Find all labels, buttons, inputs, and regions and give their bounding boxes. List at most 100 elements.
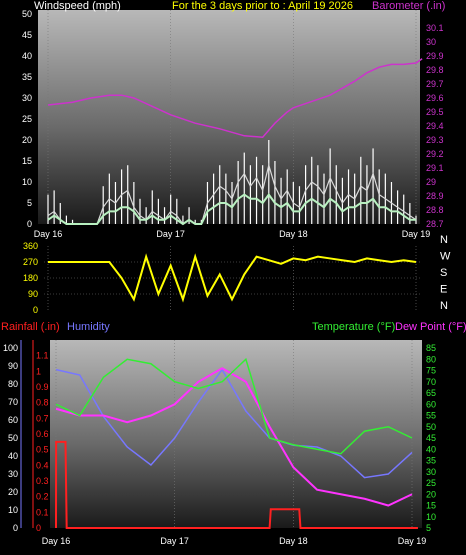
humidity-tick-labels: 0 10 20 30 40 50 60 70 80 90 100 — [3, 343, 18, 533]
wind-day-label: Day 18 — [279, 229, 308, 239]
humidity-tick-label: 100 — [3, 343, 18, 353]
humidity-tick-label: 40 — [8, 451, 18, 461]
barometer-tick-label: 28.7 — [426, 219, 444, 229]
rainfall-tick-label: 0.7 — [36, 413, 49, 423]
humidity-tick-label: 50 — [8, 433, 18, 443]
temperature-tick-label: 45 — [426, 433, 436, 443]
dewpoint-axis-label: Dew Point (°F) — [395, 321, 466, 333]
temperature-tick-label: 50 — [426, 422, 436, 432]
temperature-axis-label: Temperature (°F) — [312, 321, 395, 333]
humidity-axis-label: Humidity — [67, 321, 110, 333]
rainfall-tick-label: 0.3 — [36, 476, 49, 486]
temperature-tick-label: 10 — [426, 512, 436, 522]
windspeed-series — [47, 162, 417, 225]
barometer-tick-label: 29.4 — [426, 121, 444, 131]
windspeed-tick-label: 35 — [22, 72, 32, 82]
rainfall-tick-label: 0.4 — [36, 460, 49, 470]
temperature-tick-label: 25 — [426, 478, 436, 488]
barometer-tick-label: 30.1 — [426, 23, 444, 33]
temperature-tick-label: 15 — [426, 501, 436, 511]
temperature-tick-label: 40 — [426, 444, 436, 454]
humidity-tick-label: 20 — [8, 487, 18, 497]
barometer-tick-label: 28.8 — [426, 205, 444, 215]
barometer-tick-label: 29.5 — [426, 107, 444, 117]
rainfall-tick-label: 0.2 — [36, 492, 49, 502]
barometer-tick-label: 29.1 — [426, 163, 444, 173]
dewpoint-series — [55, 367, 413, 507]
temperature-tick-label: 80 — [426, 354, 436, 364]
wind-direction-series — [48, 253, 417, 303]
windspeed-tick-label: 0 — [27, 219, 32, 229]
windspeed-axis-label: Windspeed (mph) — [34, 0, 121, 12]
rain-day-labels: Day 16 Day 17 Day 18 Day 19 — [42, 536, 427, 546]
windspeed-tick-label: 5 — [27, 198, 32, 208]
rainfall-tick-label: 0.6 — [36, 429, 49, 439]
temperature-tick-label: 30 — [426, 467, 436, 477]
humidity-tick-label: 10 — [8, 505, 18, 515]
humidity-tick-label: 80 — [8, 379, 18, 389]
barometer-tick-label: 29.9 — [426, 51, 444, 61]
barometer-tick-label: 29.3 — [426, 135, 444, 145]
rain-day-label: Day 19 — [398, 536, 427, 546]
temperature-tick-label: 55 — [426, 411, 436, 421]
temperature-tick-label: 20 — [426, 489, 436, 499]
barometer-tick-label: 29 — [426, 177, 436, 187]
temperature-tick-label: 75 — [426, 366, 436, 376]
barometer-series — [47, 58, 423, 138]
compass-label: W — [440, 251, 451, 263]
rainfall-tick-label: 0.5 — [36, 445, 49, 455]
rain-day-label: Day 16 — [42, 536, 71, 546]
compass-label: S — [440, 267, 447, 279]
windspeed-tick-label: 15 — [22, 156, 32, 166]
direction-degree-label: 90 — [28, 289, 38, 299]
windspeed-tick-label: 10 — [22, 177, 32, 187]
temperature-tick-label: 60 — [426, 399, 436, 409]
wind-barometer-panel: 0 5 10 15 20 25 30 35 40 45 50 28.7 28.8 28.9 29 29.1 2… — [22, 0, 445, 239]
compass-label: N — [440, 234, 448, 246]
humidity-tick-label: 0 — [13, 523, 18, 533]
humidity-tick-label: 30 — [8, 469, 18, 479]
barometer-tick-label: 30 — [426, 37, 436, 47]
rainfall-tick-label: 0.8 — [36, 398, 49, 408]
direction-degree-label: 360 — [23, 241, 38, 251]
barometer-tick-label: 29.2 — [426, 149, 444, 159]
temperature-tick-label: 35 — [426, 456, 436, 466]
wind-day-label: Day 16 — [34, 229, 63, 239]
humidity-series — [55, 368, 413, 479]
barometer-tick-label: 29.7 — [426, 79, 444, 89]
temperature-series — [55, 357, 413, 455]
windspeed-tick-label: 20 — [22, 135, 32, 145]
barometer-axis-label: Barometer (.in) — [372, 0, 445, 12]
wind-plot-background — [38, 10, 420, 224]
wind-day-label: Day 17 — [156, 229, 185, 239]
wind-day-labels: Day 16 Day 17 Day 18 Day 19 — [34, 229, 431, 239]
direction-degree-labels: 0 90 180 270 360 — [23, 241, 38, 315]
rainfall-series — [55, 440, 418, 529]
windspeed-tick-label: 40 — [22, 51, 32, 61]
windspeed-tick-label: 30 — [22, 93, 32, 103]
barometer-tick-labels: 28.7 28.8 28.9 29 29.1 29.2 29.3 29.4 29.5 29.6 29… — [426, 23, 444, 229]
humidity-tick-label: 70 — [8, 397, 18, 407]
temperature-tick-label: 85 — [426, 343, 436, 353]
wind-day-label: Day 19 — [402, 229, 431, 239]
windspeed-tick-label: 50 — [22, 9, 32, 19]
temperature-tick-label: 5 — [426, 523, 431, 533]
barometer-tick-label: 28.9 — [426, 191, 444, 201]
windspeed-tick-label: 45 — [22, 30, 32, 40]
rain-day-label: Day 17 — [160, 536, 189, 546]
rainfall-axis-label: Rainfall (.in) — [1, 321, 60, 333]
rainfall-tick-label: 0 — [36, 523, 41, 533]
compass-label: E — [440, 284, 447, 296]
rainfall-tick-label: 1.1 — [36, 351, 49, 361]
rainfall-tick-labels: 0 0.1 0.2 0.3 0.4 0.5 0.6 0.7 0.8 0.9 1 1.1 — [36, 351, 49, 533]
temperature-tick-label: 70 — [426, 377, 436, 387]
rainfall-tick-label: 1 — [36, 366, 41, 376]
humidity-tick-label: 90 — [8, 361, 18, 371]
direction-degree-label: 0 — [33, 305, 38, 315]
windspeed-tick-label: 25 — [22, 114, 32, 124]
